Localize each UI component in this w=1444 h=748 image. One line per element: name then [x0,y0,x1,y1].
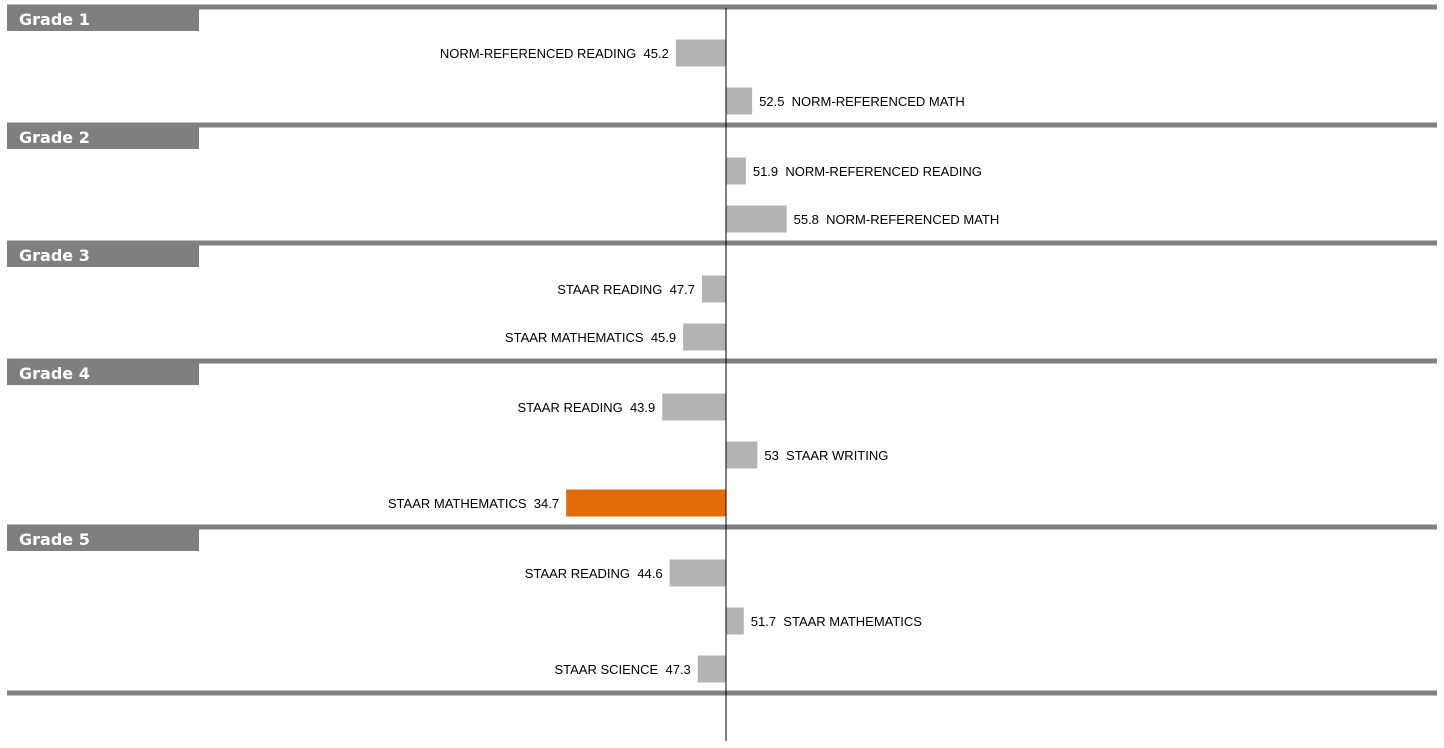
bar-subject-label: NORM-REFERENCED MATH [792,94,965,109]
grade-separator [7,358,1437,364]
bar-subject-label: STAAR READING [517,400,622,415]
bar-subject-label: STAAR WRITING [786,448,888,463]
bar-labels-layer: NORM-REFERENCED READING 45.2 52.5 NORM-RE… [388,46,999,677]
bar-label: STAAR SCIENCE 47.3 [554,662,690,677]
grade-header-label: Grade 4 [19,364,90,383]
bars-layer [566,39,787,683]
grade-separator [7,4,1437,10]
bar-value-label: 51.9 [753,164,778,179]
score-bar [683,323,726,351]
bar-label: STAAR READING 47.7 [557,282,695,297]
bar-value-label: 47.7 [670,282,695,297]
score-bar [726,87,753,115]
bar-value-label: 55.8 [794,212,819,227]
separators-layer [7,4,1437,696]
bar-subject-label: STAAR READING [557,282,662,297]
bar-label: 51.9 NORM-REFERENCED READING [753,164,982,179]
bar-label: 51.7 STAAR MATHEMATICS [751,614,923,629]
bar-label: STAAR MATHEMATICS 34.7 [388,496,559,511]
bar-subject-label: STAAR READING [525,566,630,581]
grade-header-label: Grade 5 [19,530,90,549]
score-bar [669,559,726,587]
bar-value-label: 51.7 [751,614,776,629]
grade-header [7,243,199,267]
grade-header [7,361,199,385]
bar-label: 53 STAAR WRITING [764,448,888,463]
bar-value-label: 44.6 [637,566,662,581]
bar-value-label: 45.2 [644,46,669,61]
grade-separator [7,524,1437,530]
score-bar [662,393,726,421]
bar-label: NORM-REFERENCED READING 45.2 [440,46,669,61]
score-bar [726,607,744,635]
grade-header [7,125,199,149]
score-bar [701,275,726,303]
score-bar [726,441,758,469]
bar-value-label: 45.9 [651,330,676,345]
grade-header [7,527,199,551]
bar-label: 55.8 NORM-REFERENCED MATH [794,212,1000,227]
bar-subject-label: STAAR SCIENCE [554,662,658,677]
score-bar [697,655,726,683]
grade-header-label: Grade 3 [19,246,90,265]
score-bar [675,39,726,67]
score-bar [726,205,787,233]
bar-subject-label: NORM-REFERENCED READING [440,46,636,61]
bar-value-label: 53 [764,448,778,463]
bar-label: STAAR MATHEMATICS 45.9 [505,330,676,345]
score-bar [726,157,746,185]
bar-value-label: 47.3 [665,662,690,677]
grade-separator [7,240,1437,246]
grade-header-label: Grade 1 [19,10,90,29]
bar-label: STAAR READING 44.6 [525,566,663,581]
grade-separator [7,122,1437,128]
score-bar [566,489,726,517]
grade-header [7,7,199,31]
grade-separator [7,690,1437,696]
grade-header-label: Grade 2 [19,128,90,147]
bar-value-label: 52.5 [759,94,784,109]
bar-value-label: 43.9 [630,400,655,415]
bar-subject-label: STAAR MATHEMATICS [783,614,922,629]
grade-headers-layer: Grade 1 Grade 2 Grade 3 Grade 4 Grade 5 [7,7,199,551]
bar-label: 52.5 NORM-REFERENCED MATH [759,94,965,109]
bar-subject-label: NORM-REFERENCED MATH [826,212,999,227]
bar-value-label: 34.7 [534,496,559,511]
bar-subject-label: NORM-REFERENCED READING [785,164,981,179]
bar-subject-label: STAAR MATHEMATICS [388,496,527,511]
bar-label: STAAR READING 43.9 [517,400,655,415]
bar-subject-label: STAAR MATHEMATICS [505,330,644,345]
